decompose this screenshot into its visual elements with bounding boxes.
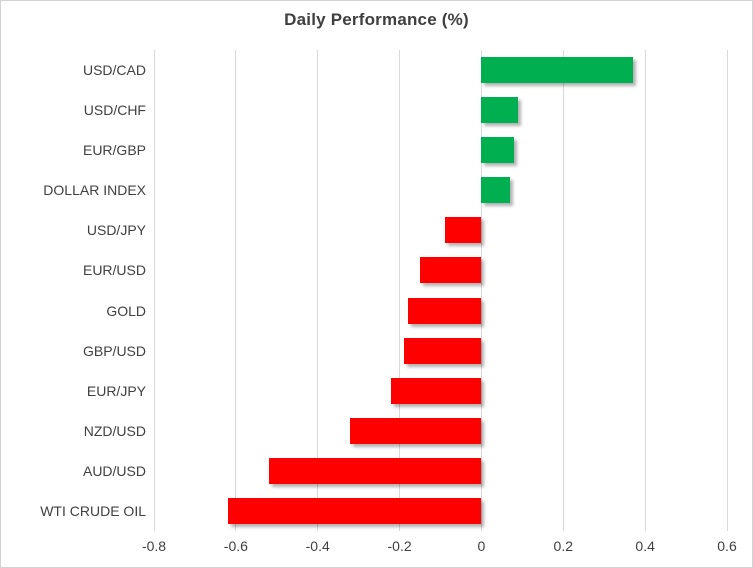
- x-tick-label: 0: [477, 538, 486, 554]
- bar-usd-chf: [481, 97, 519, 124]
- bar-usd-jpy: [444, 217, 482, 244]
- gridline: [153, 50, 155, 531]
- x-tick-label: -0.4: [305, 538, 330, 554]
- bar-eur-gbp: [481, 137, 515, 164]
- x-tick-label: -0.8: [141, 538, 167, 554]
- value-axis-labels: -0.8 -0.6 -0.4 -0.2 0 0.2 0.4 0.6: [1, 538, 752, 556]
- x-tick-label: 0.6: [717, 538, 737, 554]
- gridline: [235, 50, 237, 531]
- category-label: USD/CHF: [83, 102, 146, 119]
- category-label: USD/CAD: [82, 62, 146, 78]
- bar-eur-jpy: [391, 377, 482, 404]
- category-label: EUR/USD: [82, 262, 146, 279]
- gridline: [480, 50, 482, 531]
- bar-usd-cad: [481, 57, 633, 84]
- gridline: [317, 50, 319, 531]
- bar-gbp-usd: [403, 337, 482, 364]
- category-label: WTI CRUDE OIL: [40, 502, 146, 519]
- bar-eur-usd: [420, 257, 482, 284]
- category-label: DOLLAR INDEX: [43, 182, 146, 199]
- bar-dollar-index: [481, 177, 511, 204]
- category-label: GOLD: [106, 302, 146, 319]
- category-label: AUD/USD: [82, 462, 146, 479]
- bar-nzd-usd: [350, 417, 482, 444]
- gridline: [399, 50, 401, 531]
- gridline: [644, 50, 646, 531]
- bar-aud-usd: [268, 457, 482, 484]
- chart-title: Daily Performance (%): [284, 10, 469, 29]
- x-tick-label: -0.2: [387, 538, 412, 554]
- category-label: EUR/JPY: [86, 382, 146, 399]
- category-label: USD/JPY: [86, 222, 146, 239]
- category-label: NZD/USD: [83, 422, 146, 439]
- category-label: EUR/GBP: [82, 142, 146, 159]
- x-tick-label: 0.4: [635, 538, 655, 554]
- bar-gold: [407, 297, 482, 324]
- x-tick-label: -0.6: [223, 538, 248, 554]
- plot-area: [153, 50, 728, 531]
- category-axis-labels: USD/CAD USD/CHF EUR/GBP DOLLAR INDEX USD/JPY…: [1, 50, 146, 531]
- gridline: [726, 50, 728, 531]
- gridline: [562, 50, 564, 531]
- category-label: GBP/USD: [82, 342, 146, 359]
- x-tick-label: 0.2: [553, 538, 574, 554]
- bar-wti-crude-oil: [227, 497, 482, 524]
